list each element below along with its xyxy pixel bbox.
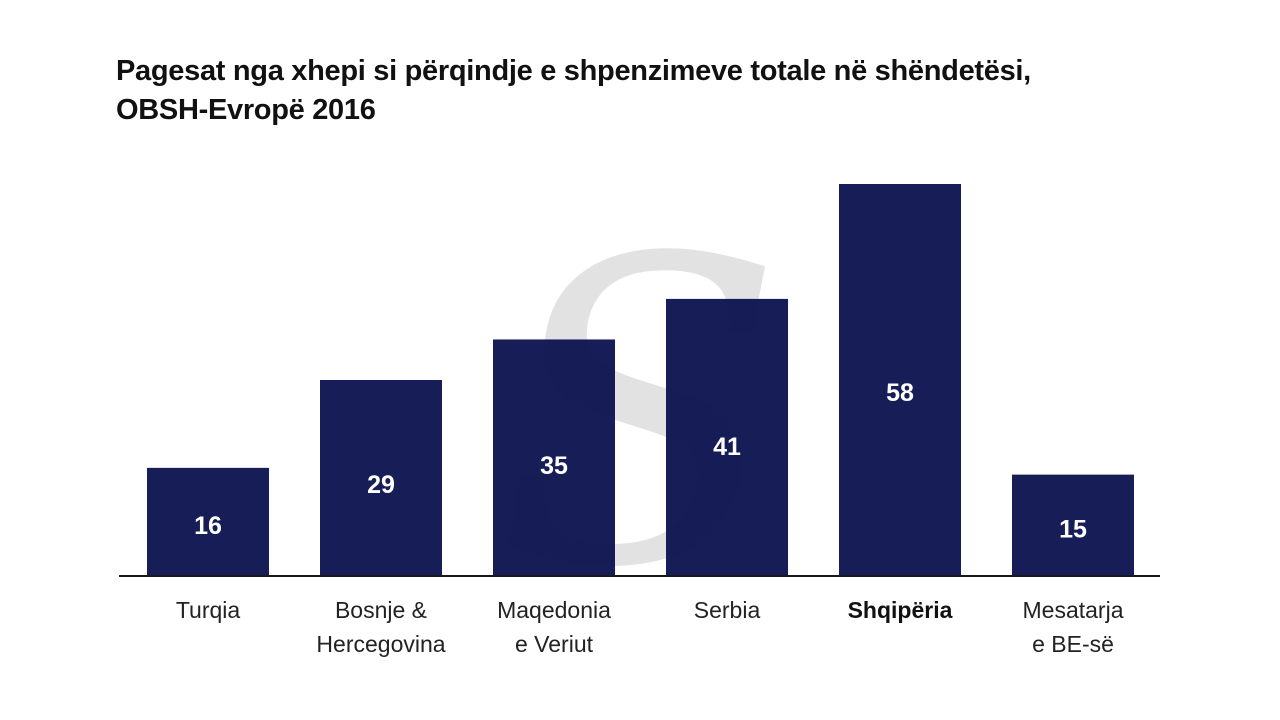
category-label-line: e Veriut (515, 631, 594, 657)
bar-value-label-2: 35 (540, 452, 568, 480)
category-label-0: Turqia (176, 597, 241, 623)
bar-5 (1012, 474, 1134, 576)
bar-value-label-4: 58 (886, 379, 914, 407)
category-label-line: Mesatarja (1023, 597, 1124, 623)
bar-2 (493, 339, 615, 576)
bar-value-label-1: 29 (367, 471, 395, 499)
bar-0 (147, 467, 269, 576)
category-label-3: Serbia (694, 597, 761, 623)
category-label-line: Hercegovina (316, 631, 445, 657)
category-label-1: Bosnje & Hercegovina (316, 597, 445, 657)
bar-4 (839, 184, 961, 576)
bar-3 (666, 298, 788, 576)
category-label-4: Shqipëria (848, 597, 953, 623)
bar-value-label-3: 41 (713, 433, 741, 461)
bars-group: 16 29 35 41 58 15 (147, 184, 1134, 576)
category-label-line: Serbia (694, 597, 761, 623)
category-labels-group: Turqia Bosnje & Hercegovina Maqedonia e Veri… (176, 597, 1124, 657)
category-label-line: Turqia (176, 597, 241, 623)
category-label-line: Maqedonia (497, 597, 611, 623)
category-label-line: Shqipëria (848, 597, 953, 623)
bar-1 (320, 380, 442, 576)
chart-title-line-1: Pagesat nga xhepi si përqindje e shpenzi… (116, 55, 1031, 87)
category-label-2: Maqedonia e Veriut (497, 597, 611, 657)
category-label-line: Bosnje & (335, 597, 427, 623)
bar-value-label-5: 15 (1059, 515, 1087, 543)
category-label-line: e BE-së (1032, 631, 1114, 657)
chart-title-line-2: OBSH-Evropë 2016 (116, 94, 376, 126)
category-label-5: Mesatarja e BE-së (1023, 597, 1124, 657)
bar-value-label-0: 16 (194, 512, 222, 540)
chart-title: Pagesat nga xhepi si përqindje e shpenzi… (116, 52, 1196, 130)
